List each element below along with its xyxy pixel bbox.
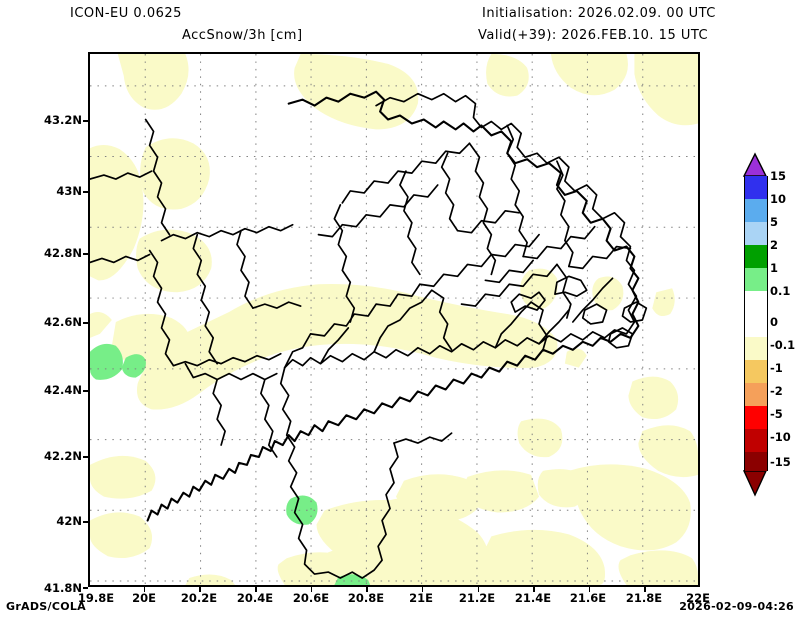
colorbar-band-neg10-neg5[interactable] xyxy=(744,429,768,452)
y-tick-mark xyxy=(83,456,88,458)
colorbar-band-neg15-neg10[interactable] xyxy=(744,452,768,471)
colorbar-band-neg01-0[interactable] xyxy=(744,337,768,360)
colorbar-label: 0 xyxy=(770,315,779,329)
x-tick-mark xyxy=(533,587,535,592)
x-tick-mark xyxy=(310,587,313,592)
x-tick-mark xyxy=(477,587,480,592)
colorbar-label: -10 xyxy=(770,430,791,444)
y-tick-mark xyxy=(83,587,88,589)
colorbar-label: 15 xyxy=(770,169,787,183)
x-tick-label: 20E xyxy=(132,591,156,605)
field-label: AccSnow/3h [cm] xyxy=(182,28,303,43)
colorbar-top-arrow xyxy=(742,152,768,177)
shading-layer-trace xyxy=(90,54,698,585)
x-tick-label: 21.6E xyxy=(569,591,607,605)
colorbar-band-01-1[interactable] xyxy=(744,291,768,314)
x-tick-mark xyxy=(366,587,368,592)
colorbar-band-neg2-neg1[interactable] xyxy=(744,383,768,406)
x-tick-mark xyxy=(143,587,146,592)
map-canvas xyxy=(90,54,698,585)
x-tick-label: 20.4E xyxy=(236,591,274,605)
x-tick-label: 21.4E xyxy=(514,591,552,605)
colorbar-label: -0.1 xyxy=(770,338,796,352)
colorbar-band-neg1-neg01[interactable] xyxy=(744,360,768,383)
grid-lines xyxy=(90,54,698,585)
initialisation-label: Initialisation: 2026.02.09. 00 UTC xyxy=(482,6,716,21)
colorbar-band-2-5[interactable] xyxy=(744,245,768,268)
x-tick-mark xyxy=(421,587,424,592)
colorbar-label: 10 xyxy=(770,192,787,206)
y-tick-mark xyxy=(83,191,88,193)
y-tick-mark xyxy=(83,120,88,122)
colorbar-label: -15 xyxy=(770,455,791,469)
y-tick-mark xyxy=(83,390,88,392)
colorbar-band-neg5-neg2[interactable] xyxy=(744,406,768,429)
x-tick-label: 20.6E xyxy=(292,591,330,605)
x-tick-mark xyxy=(588,587,591,592)
colorbar-label: -2 xyxy=(770,384,783,398)
colorbar-band-1-2[interactable] xyxy=(744,268,768,291)
x-tick-label: 20.2E xyxy=(180,591,218,605)
colorbar-label: -1 xyxy=(770,361,783,375)
x-tick-label: 21E xyxy=(409,591,433,605)
y-tick-label: 42.8N xyxy=(44,246,82,260)
x-tick-mark xyxy=(644,587,646,592)
colorbar-bottom-arrow xyxy=(742,470,768,497)
x-tick-label: 19.8E xyxy=(77,591,115,605)
x-tick-label: 21.2E xyxy=(458,591,496,605)
y-tick-label: 41.8N xyxy=(44,581,82,595)
colorbar-label: 1 xyxy=(770,261,779,275)
x-tick-mark xyxy=(255,587,257,592)
administrative-boundaries xyxy=(90,92,648,579)
colorbar[interactable] xyxy=(736,146,796,498)
y-tick-label: 42.2N xyxy=(44,449,82,463)
colorbar-graphic xyxy=(742,152,768,497)
x-tick-label: 22E xyxy=(686,591,710,605)
x-tick-label: 20.8E xyxy=(347,591,385,605)
country-border-kosovo xyxy=(146,90,640,522)
colorbar-label: 0.1 xyxy=(770,284,791,298)
valid-time-label: Valid(+39): 2026.FEB.10. 15 UTC xyxy=(478,28,709,43)
map-plot-area[interactable] xyxy=(88,52,700,587)
y-tick-label: 42.4N xyxy=(44,383,82,397)
x-tick-label: 21.8E xyxy=(625,591,663,605)
colorbar-label: 5 xyxy=(770,215,779,229)
y-tick-label: 43.2N xyxy=(44,113,82,127)
y-tick-label: 43N xyxy=(56,184,82,198)
colorbar-band-10-15[interactable] xyxy=(744,199,768,222)
colorbar-band-0-01[interactable] xyxy=(744,314,768,337)
colorbar-band-15-plus[interactable] xyxy=(744,176,768,199)
colorbar-label: 2 xyxy=(770,238,779,252)
render-timestamp-label: 2026-02-09-04:26 xyxy=(679,600,794,613)
colorbar-band-5-10[interactable] xyxy=(744,222,768,245)
credit-label: GrADS/COLA xyxy=(6,600,86,613)
y-tick-mark xyxy=(83,521,88,523)
x-tick-mark xyxy=(199,587,201,592)
colorbar-label: -5 xyxy=(770,407,783,421)
y-tick-mark xyxy=(83,253,88,255)
model-label: ICON-EU 0.0625 xyxy=(70,6,182,21)
y-tick-mark xyxy=(83,322,88,324)
y-tick-label: 42.6N xyxy=(44,315,82,329)
y-tick-label: 42N xyxy=(56,514,82,528)
